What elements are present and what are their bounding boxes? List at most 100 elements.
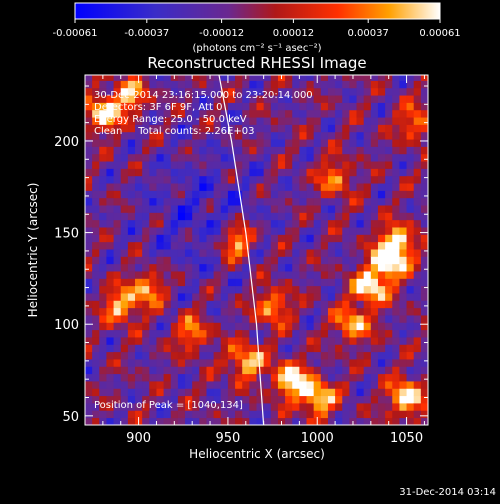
heatmap-cell — [413, 388, 422, 397]
heatmap-cell — [335, 278, 343, 287]
heatmap-cell — [235, 329, 243, 338]
heatmap-cell — [356, 241, 365, 250]
heatmap-cell — [306, 351, 315, 360]
heatmap-cell — [127, 256, 136, 265]
heatmap-cell — [249, 366, 257, 375]
heatmap-cell — [363, 131, 372, 140]
heatmap-cell — [320, 87, 329, 96]
heatmap-cell — [249, 271, 257, 279]
heatmap-cell — [185, 139, 193, 147]
heatmap-cell — [406, 109, 415, 118]
heatmap-cell — [242, 322, 250, 331]
heatmap-cell — [392, 249, 400, 257]
heatmap-cell — [85, 87, 93, 96]
heatmap-cell — [263, 190, 272, 199]
heatmap-cell — [277, 197, 286, 206]
heatmap-cell — [277, 285, 286, 294]
heatmap-cell — [163, 395, 172, 404]
heatmap-cell — [142, 388, 150, 397]
heatmap-cell — [120, 351, 129, 360]
heatmap-cell — [377, 183, 386, 191]
heatmap-cell — [127, 153, 136, 162]
heatmap-cell — [170, 300, 179, 309]
heatmap-cell — [235, 102, 243, 111]
heatmap-cell — [85, 271, 93, 279]
heatmap-cell — [370, 285, 379, 294]
heatmap-cell — [213, 80, 222, 89]
heatmap-cell — [270, 87, 279, 96]
heatmap-cell — [420, 395, 428, 404]
heatmap-cell — [149, 161, 157, 169]
heatmap-cell — [113, 205, 122, 213]
heatmap-cell — [249, 381, 257, 389]
heatmap-cell — [135, 102, 143, 111]
heatmap-cell — [363, 417, 372, 425]
heatmap-cell — [185, 329, 193, 338]
heatmap-cell — [292, 234, 300, 243]
heatmap-cell — [249, 117, 257, 125]
heatmap-cell — [92, 381, 100, 389]
heatmap-cell — [156, 410, 165, 419]
heatmap-cell — [92, 190, 100, 199]
heatmap-cell — [413, 256, 422, 265]
heatmap-cell — [92, 161, 100, 169]
heatmap-cell — [106, 161, 114, 169]
heatmap-cell — [142, 197, 150, 206]
heatmap-cell — [106, 351, 114, 360]
heatmap-cell — [356, 278, 365, 287]
heatmap-cell — [263, 183, 272, 191]
heatmap-cell — [185, 388, 193, 397]
heatmap-cell — [313, 263, 322, 272]
heatmap-cell — [242, 337, 250, 345]
heatmap-cell — [285, 395, 293, 404]
heatmap-cell — [349, 381, 357, 389]
heatmap-cell — [327, 227, 336, 235]
heatmap-cell — [363, 256, 372, 265]
heatmap-cell — [306, 366, 315, 375]
heatmap-cell — [149, 153, 157, 162]
heatmap-cell — [356, 410, 365, 419]
heatmap-cell — [292, 175, 300, 184]
heatmap-cell — [420, 183, 428, 191]
heatmap-cell — [156, 417, 165, 425]
heatmap-cell — [135, 307, 143, 316]
heatmap-cell — [420, 197, 428, 206]
heatmap-cell — [113, 139, 122, 147]
heatmap-cell — [299, 322, 307, 331]
heatmap-cell — [85, 234, 93, 243]
heatmap-cell — [392, 388, 400, 397]
heatmap-cell — [327, 161, 336, 169]
heatmap-cell — [342, 256, 350, 265]
heatmap-cell — [406, 263, 415, 272]
heatmap-cell — [199, 109, 207, 118]
heatmap-cell — [277, 359, 286, 367]
heatmap-cell — [249, 322, 257, 331]
heatmap-cell — [270, 234, 279, 243]
heatmap-cell — [156, 190, 165, 199]
heatmap-cell — [299, 403, 307, 411]
heatmap-cell — [320, 234, 329, 243]
heatmap-cell — [399, 139, 407, 147]
heatmap-cell — [356, 168, 365, 177]
heatmap-cell — [320, 322, 329, 331]
heatmap-cell — [320, 388, 329, 397]
heatmap-cell — [170, 124, 179, 133]
heatmap-cell — [85, 124, 93, 133]
heatmap-cell — [285, 205, 293, 213]
heatmap-cell — [242, 300, 250, 309]
heatmap-cell — [292, 351, 300, 360]
heatmap-cell — [213, 75, 222, 81]
heatmap-cell — [299, 205, 307, 213]
heatmap-cell — [299, 168, 307, 177]
heatmap-cell — [206, 131, 215, 140]
heatmap-cell — [270, 146, 279, 155]
heatmap-cell — [220, 329, 229, 338]
heatmap-cell — [256, 75, 265, 81]
heatmap-cell — [299, 256, 307, 265]
heatmap-cell — [120, 388, 129, 397]
heatmap-cell — [356, 315, 365, 323]
heatmap-cell — [85, 241, 93, 250]
heatmap-cell — [149, 197, 157, 206]
heatmap-cell — [113, 190, 122, 199]
